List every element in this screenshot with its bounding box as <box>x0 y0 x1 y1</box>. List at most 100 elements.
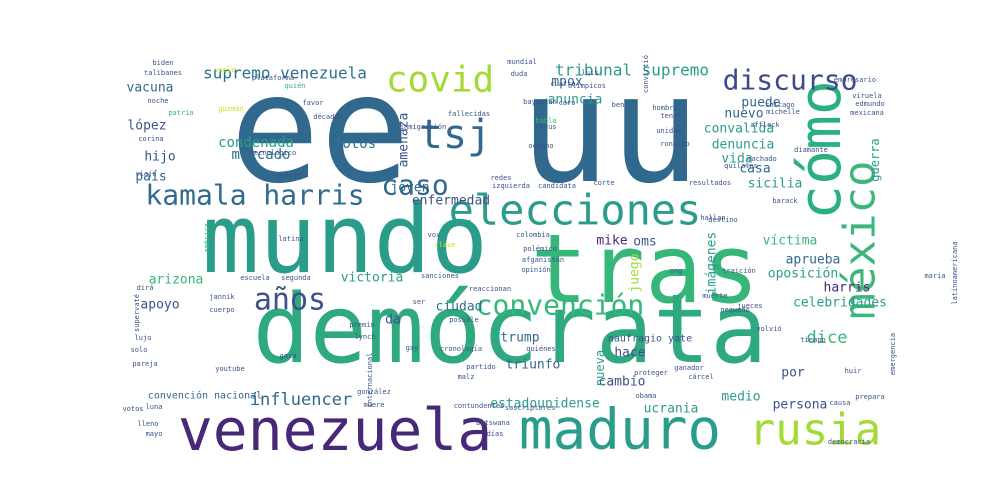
word-tribunal-supremo: tribunal supremo <box>555 61 709 80</box>
word-mike: mike <box>596 234 627 249</box>
word-mundial: mundial <box>507 58 537 66</box>
word-hace: hace <box>614 346 645 361</box>
word-destino: destino <box>708 216 738 224</box>
word-mercado: mercado <box>231 147 290 163</box>
word-imágenes: imágenes <box>705 232 720 295</box>
word-rusia: rusia <box>749 405 881 456</box>
word-covid: covid <box>386 60 494 101</box>
word-muerto: muerto <box>276 172 301 180</box>
word-tener: tener <box>660 112 681 120</box>
word-latina: latina <box>278 235 303 243</box>
word-suscriptores: suscriptores <box>505 404 556 412</box>
word-chicago: chicago <box>765 101 795 109</box>
word-puede: puede <box>741 96 780 111</box>
word-emergencia: emergencia <box>889 333 897 375</box>
word-vox: vox <box>428 231 441 239</box>
word-reaccionan: reaccionan <box>469 285 511 293</box>
word-michelle: michelle <box>766 108 800 116</box>
word-nuevo: nuevo <box>724 107 763 122</box>
word-olímpicos: olímpicos <box>568 82 606 90</box>
word-resultados: resultados <box>689 179 731 187</box>
word-tiempo: tiempo <box>800 336 825 344</box>
word-nueva: nueva <box>593 350 607 386</box>
word-celebridades: celebridades <box>793 296 887 311</box>
word-gay: gay <box>406 344 419 352</box>
word-kamala-harris: kamala harris <box>145 179 364 212</box>
word-vida: vida <box>721 152 752 167</box>
word-convalida: convalida <box>704 122 774 137</box>
word-youtube: youtube <box>215 365 245 373</box>
word-jueces: jueces <box>737 302 762 310</box>
word-victoria: victoria <box>341 271 404 286</box>
word-oposición: oposición <box>768 267 838 282</box>
word-sicilia: sicilia <box>748 177 803 192</box>
word-días: días <box>487 430 504 438</box>
word-proteger: proteger <box>634 369 668 377</box>
word-supremo-venezuela: supremo venezuela <box>203 64 367 83</box>
word-viruela: viruela <box>852 92 882 100</box>
word-favor: favor <box>302 99 323 107</box>
word-años: años <box>254 283 326 318</box>
word-convirtió: convirtió <box>642 55 650 93</box>
word-pareja: pareja <box>132 360 157 368</box>
word-muerte: muerte <box>702 292 727 300</box>
word-ben: ben <box>612 101 625 109</box>
word-contundentes: contundentes <box>454 402 505 410</box>
word-causa: causa <box>829 399 850 407</box>
word-votos: votos <box>122 405 143 413</box>
word-quiénes: quiénes <box>526 345 556 353</box>
word-corte: corte <box>593 179 614 187</box>
word-plataforma: plataforma <box>252 74 294 82</box>
word-machado: machado <box>747 155 777 163</box>
word-huir: huir <box>845 367 862 375</box>
word-da: da <box>385 313 401 328</box>
word-estadounidense: estadounidense <box>490 397 600 412</box>
word-lleno: lleno <box>137 420 158 428</box>
word-país: país <box>135 170 166 185</box>
word-décadas: décadas <box>313 113 343 121</box>
word-redes: redes <box>490 174 511 182</box>
word-lópez: lópez <box>127 119 166 134</box>
word-posible: posible <box>449 316 479 324</box>
word-duda: duda <box>511 70 528 78</box>
word-elecciones: elecciones <box>449 186 702 235</box>
word-convención-nacional: convención nacional <box>148 390 262 402</box>
word-triunfo: triunfo <box>506 358 561 373</box>
word-américa: américa <box>203 223 211 253</box>
word-méxico: méxico <box>835 161 886 320</box>
word-cómo: cómo <box>786 80 854 220</box>
word-arizona: arizona <box>149 273 204 288</box>
word-partido: partido <box>466 363 496 371</box>
word-joven: joven <box>390 181 429 196</box>
word-hallan: hallan <box>700 214 725 222</box>
word-demócrata: demócrata <box>253 275 768 385</box>
word-uu: uu <box>520 43 701 217</box>
word-malz: malz <box>458 373 475 381</box>
word-convención: convención <box>476 289 645 322</box>
word-luna: luna <box>146 403 163 411</box>
word-luis: luis <box>582 69 599 77</box>
word-prepara: prepara <box>855 393 885 401</box>
word-afganistán: afganistán <box>522 256 564 264</box>
word-cronología: cronología <box>440 345 482 353</box>
word-patria: patria <box>168 109 193 117</box>
word-dice: dice <box>807 328 848 348</box>
word-tecnológico: tecnológico <box>250 149 296 157</box>
word-cambio: cambio <box>599 375 646 390</box>
word-dirá: dirá <box>137 284 154 292</box>
word-maduro: maduro <box>519 398 721 463</box>
word-mpox: mpox <box>551 75 582 90</box>
word-izquierda: izquierda <box>492 182 530 190</box>
word-volvió: volvió <box>756 325 781 333</box>
word-oms: oms <box>633 235 656 250</box>
word-trump: trump <box>500 331 539 346</box>
word-lujo: lujo <box>135 334 152 342</box>
word-botswana: botswana <box>476 419 510 427</box>
word-gonzález: gonzález <box>357 388 391 396</box>
word-diamante: diamante <box>794 146 828 154</box>
word-solo: solo <box>131 346 148 354</box>
word-hijo: hijo <box>144 150 175 165</box>
word-biden: biden <box>152 59 173 67</box>
word-enfermedad: enfermedad <box>412 194 490 209</box>
